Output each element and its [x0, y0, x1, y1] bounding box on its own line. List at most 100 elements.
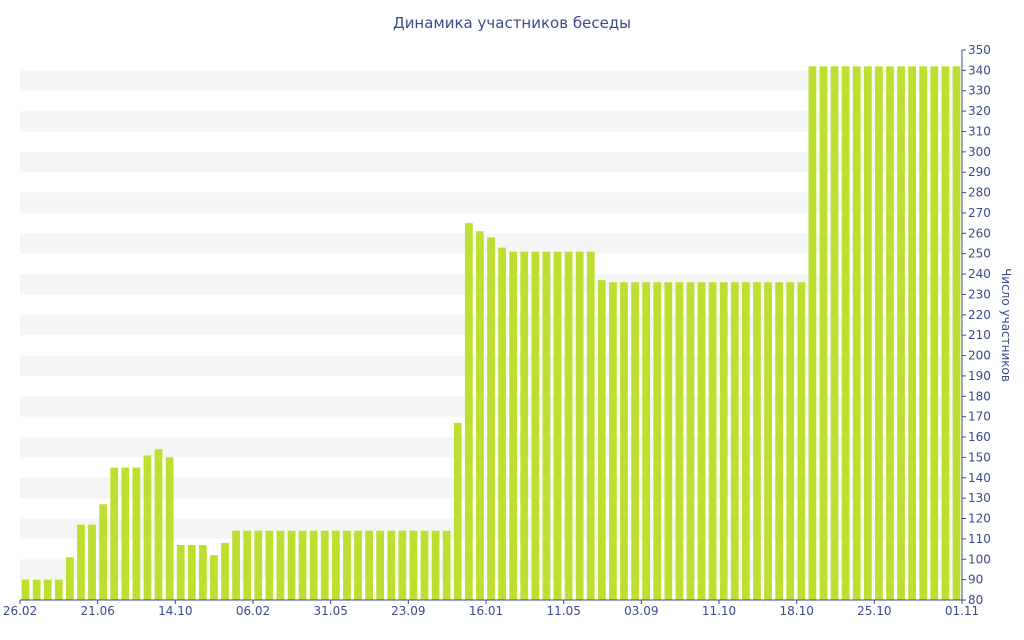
bar[interactable] [708, 282, 717, 600]
bar[interactable] [365, 530, 373, 600]
bar[interactable] [586, 251, 595, 600]
bar[interactable] [287, 530, 296, 600]
bar[interactable] [476, 231, 484, 600]
bar[interactable] [542, 251, 551, 600]
bar[interactable] [930, 66, 939, 601]
bar[interactable] [110, 467, 119, 600]
bar[interactable] [21, 579, 30, 600]
bar[interactable] [77, 524, 85, 600]
bar[interactable] [908, 66, 917, 601]
bar[interactable] [863, 66, 872, 601]
bar[interactable] [309, 530, 318, 600]
bar[interactable] [320, 530, 329, 600]
bar[interactable] [354, 530, 362, 600]
bar[interactable] [531, 251, 540, 600]
bar[interactable] [819, 66, 828, 601]
bar[interactable] [143, 455, 152, 600]
bar[interactable] [786, 282, 795, 600]
bar[interactable] [221, 542, 229, 600]
y-tick-label: 330 [968, 84, 991, 98]
bar[interactable] [841, 66, 850, 601]
y-tick-label: 170 [968, 410, 991, 424]
bar[interactable] [99, 504, 107, 600]
bar[interactable] [442, 530, 451, 600]
bar[interactable] [575, 251, 584, 600]
bar[interactable] [265, 530, 274, 600]
bar[interactable] [154, 449, 163, 600]
bar[interactable] [764, 282, 772, 600]
bar[interactable] [852, 66, 861, 601]
bar[interactable] [664, 282, 673, 600]
bar[interactable] [520, 251, 529, 600]
bar[interactable] [54, 579, 63, 600]
bar[interactable] [775, 282, 784, 600]
bar[interactable] [730, 282, 739, 600]
y-tick-label: 250 [968, 247, 991, 261]
bar[interactable] [886, 66, 894, 601]
bar[interactable] [952, 66, 961, 601]
bar[interactable] [808, 66, 817, 601]
bar[interactable] [198, 545, 207, 600]
bar[interactable] [254, 530, 263, 600]
bar[interactable] [276, 530, 285, 600]
bar[interactable] [165, 457, 174, 600]
bar[interactable] [697, 282, 706, 600]
bar[interactable] [243, 530, 252, 600]
bar[interactable] [498, 247, 506, 600]
bar[interactable] [464, 223, 473, 601]
bar[interactable] [376, 530, 385, 600]
bar[interactable] [653, 282, 662, 600]
bar[interactable] [121, 467, 130, 600]
bar[interactable] [753, 282, 761, 600]
y-tick-label: 290 [968, 165, 991, 179]
bar[interactable] [343, 530, 351, 600]
x-tick-label: 25.10 [857, 604, 891, 618]
bar[interactable] [210, 555, 218, 600]
x-tick-label: 11.10 [702, 604, 736, 618]
x-tick-label: 21.06 [80, 604, 114, 618]
y-tick-label: 190 [968, 369, 991, 383]
bar[interactable] [742, 282, 750, 600]
bar[interactable] [65, 557, 74, 600]
bar[interactable] [830, 66, 839, 601]
bar[interactable] [642, 282, 651, 600]
bar[interactable] [675, 282, 684, 600]
y-tick-label: 110 [968, 532, 991, 546]
bar[interactable] [719, 282, 728, 600]
bar[interactable] [176, 545, 185, 600]
bar[interactable] [875, 66, 883, 601]
bar[interactable] [420, 530, 429, 600]
bar[interactable] [620, 282, 628, 600]
bar[interactable] [331, 530, 340, 600]
bar[interactable] [487, 237, 495, 600]
bar[interactable] [232, 530, 240, 600]
bar[interactable] [88, 524, 96, 600]
bar[interactable] [453, 422, 462, 600]
bar[interactable] [553, 251, 562, 600]
bar[interactable] [509, 251, 518, 600]
bar[interactable] [941, 66, 950, 601]
bar[interactable] [797, 282, 806, 600]
bar[interactable] [686, 282, 695, 600]
bar[interactable] [564, 251, 573, 600]
bar[interactable] [43, 579, 52, 600]
bar[interactable] [132, 467, 141, 600]
x-tick-label: 11.05 [546, 604, 580, 618]
x-tick-label: 03.09 [624, 604, 658, 618]
bar[interactable] [919, 66, 928, 601]
y-tick-label: 150 [968, 450, 991, 464]
bar[interactable] [431, 530, 440, 600]
bar[interactable] [409, 530, 418, 600]
bar[interactable] [609, 282, 617, 600]
bar[interactable] [32, 579, 41, 600]
bar[interactable] [298, 530, 307, 600]
bar[interactable] [631, 282, 639, 600]
x-tick-label: 16.01 [469, 604, 503, 618]
bar[interactable] [597, 280, 606, 600]
bar[interactable] [387, 530, 396, 600]
bar[interactable] [897, 66, 905, 601]
bar[interactable] [398, 530, 407, 600]
y-axis-label: Число участников [999, 268, 1013, 382]
bar[interactable] [187, 545, 196, 600]
